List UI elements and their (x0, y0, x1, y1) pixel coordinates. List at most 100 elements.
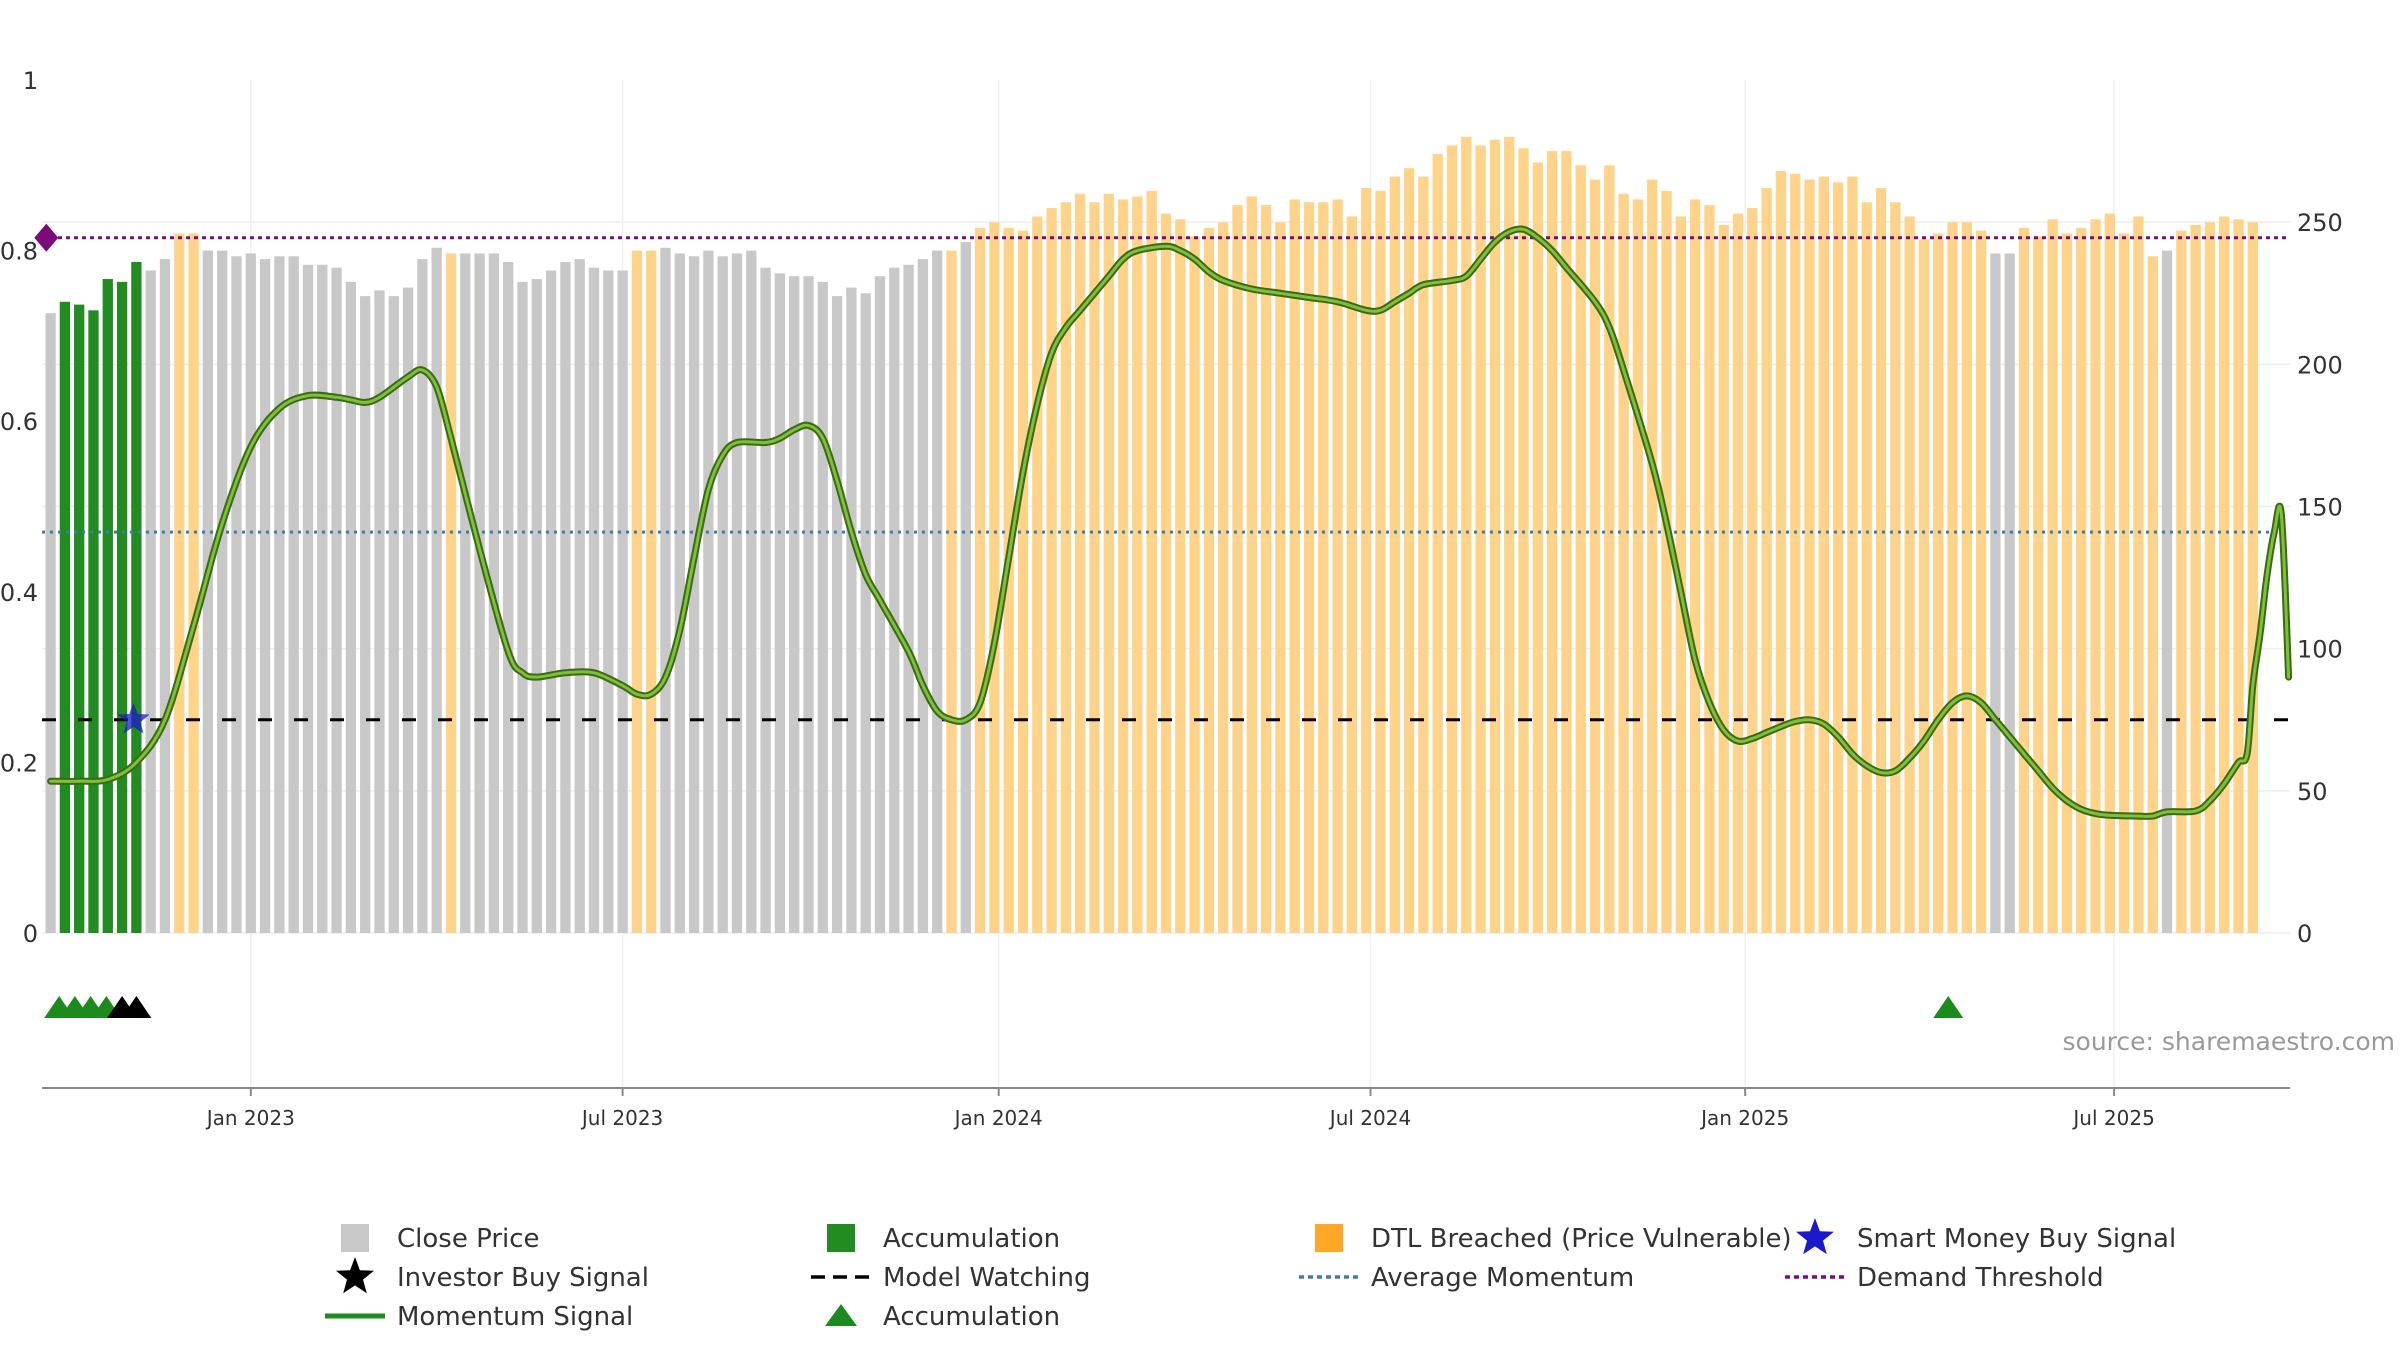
bar-dtl (2033, 236, 2044, 934)
y-right-tick-label: 0 (2297, 920, 2312, 948)
bar-dtl (1461, 136, 1472, 933)
legend-label: Smart Money Buy Signal (1857, 1224, 2176, 1254)
bar-dtl (1847, 176, 1858, 933)
bar-close (674, 253, 685, 933)
x-tick-label: Jul 2025 (2071, 1106, 2154, 1130)
bar-dtl (1918, 239, 1930, 933)
bar-close (817, 281, 828, 933)
bar-close (531, 279, 542, 933)
bar-close (402, 287, 414, 933)
bar-dtl (1275, 222, 1286, 933)
bar-close (259, 259, 271, 933)
bar-close (960, 242, 971, 933)
bar-dtl (1303, 202, 1315, 934)
source-note: source: sharemaestro.com (2063, 1027, 2396, 1056)
bar-close (688, 256, 700, 934)
bar-close (288, 256, 299, 934)
bar-close (717, 256, 728, 934)
bar-close (274, 256, 285, 934)
axes: Jan 2023 Jul 2023 Jan 2024 Jul 2024 Jan 2025… (0, 67, 2343, 1130)
bar-dtl (1418, 176, 1429, 933)
bar-close (202, 250, 214, 934)
bar-dtl (646, 250, 657, 934)
momentum-series (47, 225, 2293, 820)
bar-dtl (1103, 193, 1114, 933)
legend-label: DTL Breached (Price Vulnerable) (1371, 1224, 1792, 1254)
bar-dtl (1060, 202, 1072, 934)
signal-markers (34, 223, 1964, 1018)
bar-close (345, 281, 357, 933)
bar-close (588, 267, 600, 933)
bar-dtl (1804, 179, 1815, 933)
bar-close (388, 296, 399, 933)
bar-dtl (1632, 199, 1644, 934)
bar-close (245, 253, 256, 933)
bar-dtl (1475, 145, 1486, 933)
bar-dtl (974, 227, 986, 933)
bar-close (560, 261, 571, 933)
legend-label: Investor Buy Signal (397, 1263, 649, 1293)
bar-close (789, 276, 800, 933)
bar-close (217, 250, 228, 934)
bar-dtl (1117, 199, 1129, 934)
bar-dtl (2204, 222, 2216, 933)
bar-dtl (1203, 227, 1215, 933)
bar-dtl (1175, 219, 1186, 933)
bar-dtl (1947, 222, 1958, 933)
bar-dtl (1933, 233, 1944, 934)
bar-dtl (2247, 222, 2258, 933)
bar-close (545, 270, 557, 934)
bar-dtl (2133, 216, 2144, 934)
bar-dtl (1518, 148, 1529, 934)
bar-close (617, 270, 628, 934)
bar-dtl (2147, 256, 2158, 934)
bar-accumulation (88, 310, 99, 933)
legend-label: Demand Threshold (1857, 1263, 2104, 1293)
bar-dtl (1775, 170, 1787, 933)
x-tick-label: Jan 2025 (1699, 1106, 1789, 1130)
bar-dtl (1146, 190, 1157, 933)
bar-close (917, 259, 929, 933)
bar-dtl (2219, 216, 2230, 934)
y-left-tick-label: 0.2 (0, 749, 38, 777)
bar-dtl (1003, 227, 1014, 933)
demand-marker (34, 223, 59, 252)
bar-dtl (1017, 230, 1029, 934)
bar-dtl (1589, 179, 1601, 933)
bar-dtl (1046, 207, 1057, 933)
legend-triangle-icon (825, 1304, 857, 1326)
bar-dtl (1132, 196, 1143, 933)
bar-accumulation (59, 301, 71, 933)
y-left-tick-label: 0.4 (0, 579, 38, 607)
bar-dtl (2076, 227, 2087, 933)
accumulation-triangle (1933, 996, 1964, 1018)
legend-label: Average Momentum (1371, 1263, 1634, 1293)
bar-close (903, 264, 914, 934)
bar-dtl (1389, 176, 1400, 933)
smart-money-star (117, 702, 150, 734)
y-right-tick-label: 100 (2297, 636, 2343, 664)
legend-label: Close Price (397, 1224, 540, 1254)
bar-close (474, 253, 485, 933)
bar-close (374, 290, 385, 933)
bar-dtl (1604, 165, 1615, 934)
bar-close (703, 250, 714, 934)
bar-close (803, 276, 814, 933)
bar-dtl (1647, 179, 1658, 933)
bar-dtl (1246, 196, 1257, 933)
y-left-tick-label: 0.6 (0, 408, 38, 436)
bar-dtl (1718, 225, 1729, 933)
bar-close (731, 253, 743, 933)
bar-dtl (1075, 193, 1086, 933)
bar-dtl (1346, 216, 1358, 934)
bar-close (431, 247, 442, 934)
legend-swatch (1315, 1224, 1343, 1252)
bar-dtl (174, 233, 185, 934)
bar-dtl (1890, 202, 1901, 934)
bar-dtl (1832, 182, 1844, 934)
y-left-tick-label: 1 (23, 67, 38, 95)
bar-close (2004, 253, 2015, 933)
bar-dtl (1375, 190, 1386, 933)
bar-dtl (188, 233, 199, 934)
bar-close (517, 281, 528, 933)
